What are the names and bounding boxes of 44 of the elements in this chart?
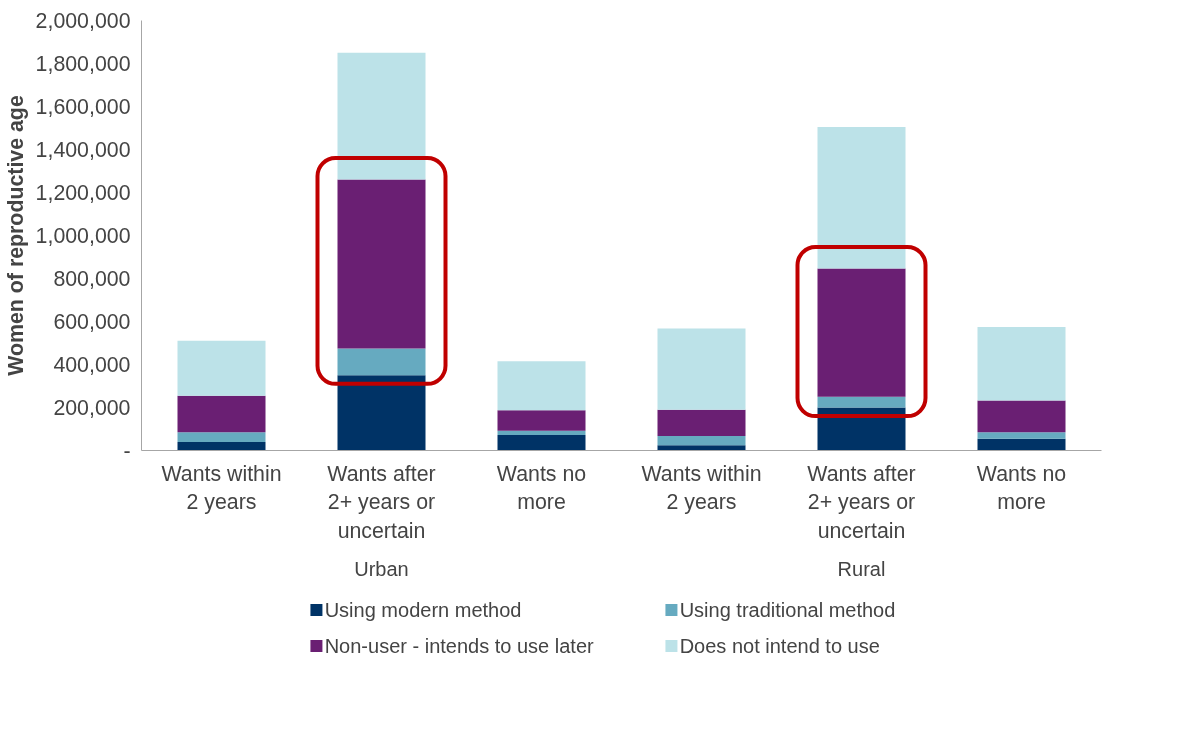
y-tick-label: 1,600,000 [35, 95, 131, 119]
legend-label: Using modern method [324, 598, 522, 621]
y-tick-label: 2,000,000 [35, 9, 131, 33]
bar [497, 430, 586, 436]
bar [817, 268, 906, 397]
bar [977, 432, 1066, 439]
bar [657, 328, 746, 410]
bar [177, 441, 266, 451]
x-tick-label: Wants after 2+ years or uncertain [807, 461, 916, 544]
y-tick-label: 1,000,000 [35, 224, 131, 248]
y-tick-label: - [123, 439, 131, 463]
bar [977, 400, 1066, 433]
text: Urban [354, 557, 409, 580]
bar [817, 396, 906, 408]
text: Rural [837, 557, 886, 580]
x-tick-label: Wants no more [976, 461, 1067, 515]
bar [497, 410, 586, 431]
bar [657, 445, 746, 451]
x-tick-label: Wants after 2+ years or uncertain [327, 461, 436, 544]
bar [497, 361, 586, 411]
bar [977, 326, 1066, 401]
bar [177, 432, 266, 442]
x-tick-label: Wants within 2 years [641, 461, 762, 515]
bar [497, 435, 586, 451]
x-tick-label: Wants no more [496, 461, 587, 515]
bar [977, 438, 1066, 451]
x-tick-label: Wants within 2 years [161, 461, 282, 515]
y-tick-label: 1,200,000 [35, 181, 131, 205]
bar [177, 340, 266, 396]
y-tick-label: 1,800,000 [35, 52, 131, 76]
legend-label: Does not intend to use [679, 634, 880, 657]
bar [337, 348, 426, 376]
y-axis-title: Women of reproductive age [3, 95, 28, 376]
bar [657, 435, 746, 446]
y-tick-label: 600,000 [53, 310, 131, 334]
y-tick-label: 400,000 [53, 353, 131, 377]
y-tick-label: 1,400,000 [35, 138, 131, 162]
bar [177, 395, 266, 433]
y-tick-label: 800,000 [53, 267, 131, 291]
legend-label: Non-user - intends to use later [324, 634, 595, 657]
bar [657, 409, 746, 436]
bar [337, 179, 426, 349]
legend-label: Using traditional method [679, 598, 896, 621]
y-tick-label: 200,000 [53, 396, 131, 420]
